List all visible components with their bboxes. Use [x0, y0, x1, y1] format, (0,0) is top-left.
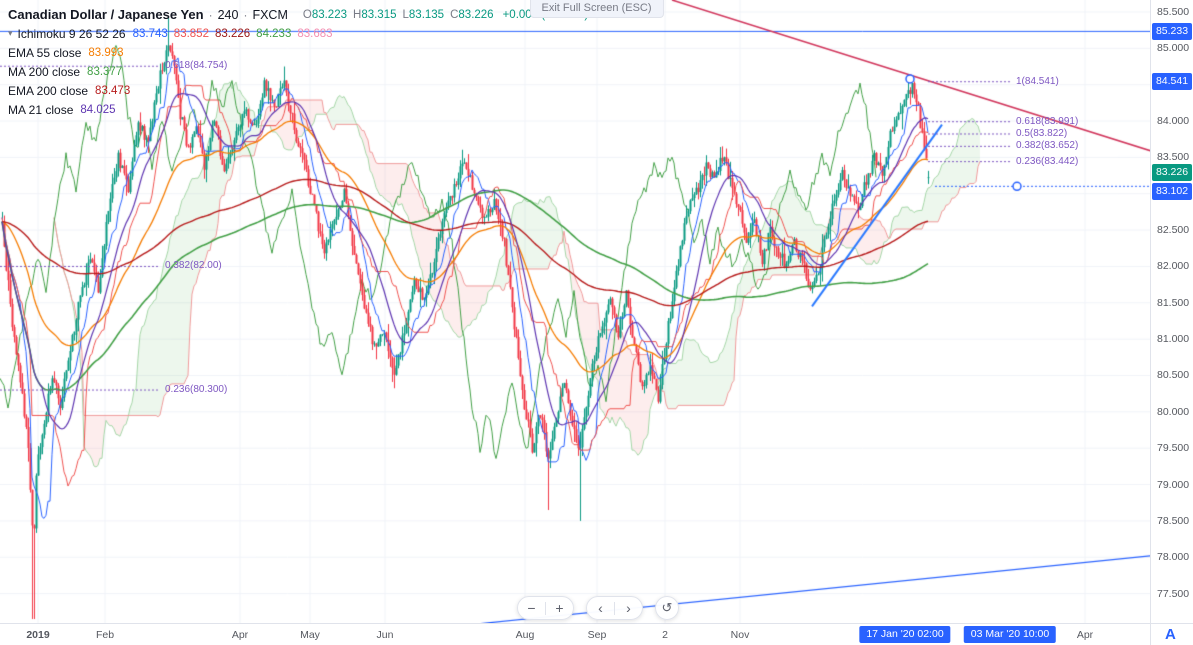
separator: ·	[243, 7, 248, 22]
fib-level-label: 0.382(82.00)	[165, 260, 222, 272]
time-tick: Sep	[587, 629, 607, 641]
fib-level-label: 0.236(80.300)	[165, 384, 228, 396]
price-tick: 84.000	[1157, 115, 1190, 128]
time-axis[interactable]: 2019 Feb Apr May Jun Aug Sep 2 Nov Apr 17 Jan '20 …	[0, 623, 1150, 645]
axis-corner: A	[1150, 623, 1193, 645]
exchange-label[interactable]: FXCM	[252, 7, 288, 22]
price-badge: 83.102	[1152, 182, 1192, 200]
price-tick: 77.500	[1157, 587, 1190, 600]
price-tick: 80.500	[1157, 369, 1190, 382]
scroll-right-button[interactable]: ›	[615, 597, 642, 619]
price-tick: 81.000	[1157, 333, 1190, 346]
ohlc-value: 83.315	[361, 8, 397, 21]
fib-level-label: 0.382(83.652)	[1016, 140, 1079, 152]
ohlc-key: H	[353, 8, 362, 21]
fib-level-label: 0.5(83.822)	[1016, 127, 1068, 139]
ohlc-key: O	[302, 8, 312, 21]
indicator-value: 83.226	[214, 27, 251, 40]
indicator-value: 83.993	[88, 46, 124, 59]
interval-label[interactable]: 240	[217, 7, 239, 22]
indicator-value: 83.683	[297, 27, 333, 40]
ohlc-values: O83.223 H83.315 L83.135 C83.226	[297, 9, 494, 21]
zoom-pill: − +	[517, 596, 574, 620]
price-tick: 80.000	[1157, 405, 1190, 418]
scroll-left-button[interactable]: ‹	[587, 597, 614, 619]
time-tick: Nov	[730, 629, 750, 641]
logo-a[interactable]: A	[1165, 626, 1176, 643]
divider	[545, 601, 546, 615]
time-tick: 2	[662, 629, 668, 641]
price-tick: 81.500	[1157, 296, 1190, 309]
ohlc-key: C	[450, 8, 459, 21]
price-badge: 83.226	[1152, 163, 1192, 181]
indicator-value: 83.377	[87, 65, 123, 78]
indicator-value: 84.233	[256, 27, 292, 40]
scroll-pill: ‹ ›	[586, 596, 643, 620]
time-tick: Apr	[231, 629, 249, 641]
legend: Canadian Dollar / Japanese Yen · 240 · F…	[8, 5, 588, 119]
reset-chart-button[interactable]: ↺	[656, 597, 678, 619]
chevron-down-icon[interactable]: ▾	[8, 28, 13, 38]
price-tick: 78.500	[1157, 514, 1190, 527]
indicator-row[interactable]: EMA 200 close 83.473	[8, 81, 588, 100]
fib-level-label: 0.618(84.754)	[165, 60, 228, 72]
indicator-row[interactable]: MA 21 close 84.025	[8, 100, 588, 119]
time-tick: Apr	[1076, 629, 1094, 641]
indicator-value: 83.852	[173, 27, 209, 40]
indicator-row[interactable]: EMA 55 close 83.993	[8, 43, 588, 62]
price-tick: 82.500	[1157, 224, 1190, 237]
ohlc-key: L	[402, 8, 409, 21]
indicator-name: Ichimoku 9 26 52 26	[17, 26, 126, 41]
price-tick: 79.500	[1157, 442, 1190, 455]
indicator-row[interactable]: MA 200 close 83.377	[8, 62, 588, 81]
indicator-value: 84.025	[80, 103, 116, 116]
time-badge: 03 Mar '20 10:00	[963, 626, 1057, 643]
price-badge: 84.541	[1152, 73, 1192, 91]
indicator-legend-rows: ▾ Ichimoku 9 26 52 26 83.743 83.852 83.226 84…	[8, 24, 588, 119]
price-tick: 82.000	[1157, 260, 1190, 273]
fib-level-label: 1(84.541)	[1016, 75, 1059, 87]
indicator-value: 83.473	[95, 84, 131, 97]
price-tick: 83.500	[1157, 151, 1190, 164]
symbol-title[interactable]: Canadian Dollar / Japanese Yen	[8, 7, 204, 22]
time-tick: Feb	[95, 629, 115, 641]
divider	[614, 601, 615, 615]
ohlc-value: 83.226	[458, 8, 494, 21]
time-tick: May	[300, 629, 320, 641]
indicator-value: 83.743	[132, 27, 168, 40]
indicator-name: MA 21 close	[8, 102, 74, 117]
indicator-name: MA 200 close	[8, 64, 81, 79]
time-tick: 2019	[26, 629, 50, 641]
symbol-header-row[interactable]: Canadian Dollar / Japanese Yen · 240 · F…	[8, 5, 588, 24]
price-tick: 85.000	[1157, 42, 1190, 55]
ohlc-value: 83.223	[311, 8, 347, 21]
zoom-out-button[interactable]: −	[518, 597, 545, 619]
time-tick: Jun	[376, 629, 394, 641]
zoom-in-button[interactable]: +	[546, 597, 573, 619]
fib-level-label: 0.236(83.442)	[1016, 155, 1079, 167]
indicator-name: EMA 55 close	[8, 45, 82, 60]
price-tick: 85.500	[1157, 5, 1190, 18]
chart-nav-controls: − + ‹ › ↺	[517, 596, 679, 620]
exit-fullscreen-button[interactable]: Exit Full Screen (ESC)	[529, 0, 664, 18]
price-tick: 78.000	[1157, 551, 1190, 564]
chart-canvas[interactable]	[0, 0, 1150, 623]
indicator-name: EMA 200 close	[8, 83, 89, 98]
ohlc-value: 83.135	[408, 8, 445, 21]
indicator-row[interactable]: ▾ Ichimoku 9 26 52 26 83.743 83.852 83.226 84…	[8, 24, 588, 43]
time-tick: Aug	[515, 629, 535, 641]
fib-level-label: 0.618(83.991)	[1016, 115, 1079, 127]
time-badge: 17 Jan '20 02:00	[859, 626, 951, 643]
price-tick: 79.000	[1157, 478, 1190, 491]
price-badge: 85.233	[1152, 22, 1192, 40]
price-axis[interactable]: 85.500 85.000 84.000 83.500 82.500 82.000 81.5…	[1150, 0, 1193, 623]
separator: ·	[208, 7, 213, 22]
reset-pill: ↺	[655, 596, 679, 620]
